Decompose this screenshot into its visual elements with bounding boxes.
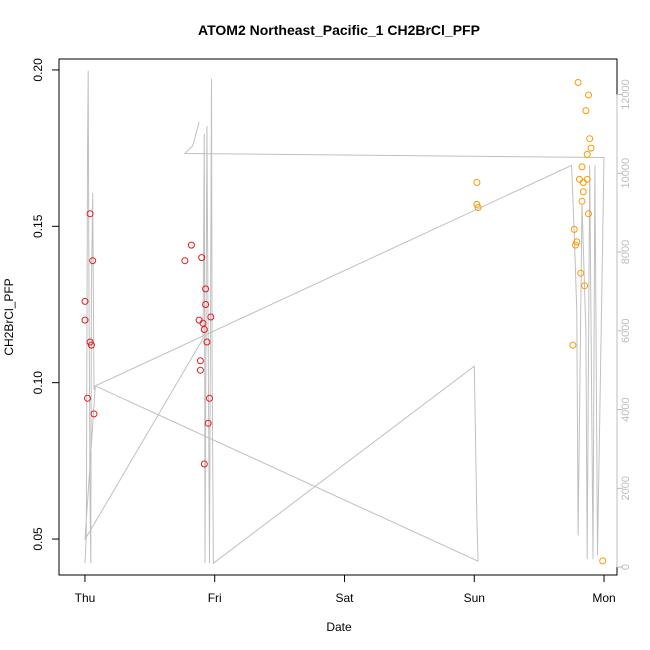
data-point [81,316,89,324]
points-layer [81,79,607,565]
data-point [187,241,195,249]
data-point [90,410,98,418]
x-tick-label: Sat [335,591,354,605]
data-point [86,210,94,218]
data-point [572,241,579,249]
data-point [204,419,212,427]
data-point [198,254,206,262]
y2-tick-label: 10000 [620,158,632,189]
data-point [573,238,581,246]
data-point [570,225,578,233]
chart-title: ATOM2 Northeast_Pacific_1 CH2BrCl_PFP [198,22,480,38]
y-tick-label: 0.10 [31,371,45,395]
data-point [473,200,481,208]
y2-axis: 0 2000 4000 6000 8000 10000 12000 [616,79,632,570]
data-point [582,107,590,115]
data-point [200,460,208,468]
data-point [569,341,577,349]
data-point [196,357,204,365]
data-point [81,297,89,305]
x-axis-label: Date [326,620,352,634]
data-point [473,179,481,186]
y2-tick-label: 2000 [620,476,632,500]
y-tick-label: 0.15 [31,214,45,238]
data-point [578,197,586,205]
data-point [206,394,213,402]
data-point [181,257,189,265]
data-point [583,150,591,158]
data-point [474,204,482,211]
x-tick-label: Mon [592,591,615,605]
data-point [583,175,591,183]
y2-tick-label: 8000 [620,240,632,264]
y2-tick-label: 12000 [620,79,632,110]
x-tick-label: Sun [464,591,485,605]
y2-tick-label: 4000 [620,397,632,421]
data-point [196,366,204,374]
y-axis-label: CH2BrCl_PFP [2,278,16,355]
data-point [575,175,583,183]
data-point [195,316,203,324]
data-point [202,285,210,293]
x-tick-label: Fri [208,591,222,605]
data-point [585,91,592,99]
data-point [577,269,585,277]
plot-frame [58,58,618,576]
x-axis: Thu Fri Sat Sun Mon [75,574,616,605]
data-point [578,163,586,171]
y2-tick-label: 6000 [620,319,632,343]
data-point [599,557,607,565]
data-point [574,79,582,86]
data-point [84,394,91,402]
data-point [203,338,211,346]
data-point [579,188,587,196]
data-point [586,135,594,143]
data-point [200,326,208,333]
data-point [587,144,595,152]
y-axis: 0.05 0.10 0.15 0.20 [31,58,60,551]
x-tick-label: Thu [75,591,96,605]
altitude-line [84,70,605,565]
y-tick-label: 0.05 [31,527,45,551]
y-tick-label: 0.20 [31,58,45,82]
data-point [202,301,210,308]
data-point [585,210,592,218]
data-point [207,313,215,321]
data-point [581,282,589,290]
data-point [579,179,587,186]
data-point [89,257,97,265]
data-point [87,341,95,349]
y2-tick-label: 0 [620,564,632,570]
altitude-layer [84,70,605,565]
data-point [86,338,94,346]
